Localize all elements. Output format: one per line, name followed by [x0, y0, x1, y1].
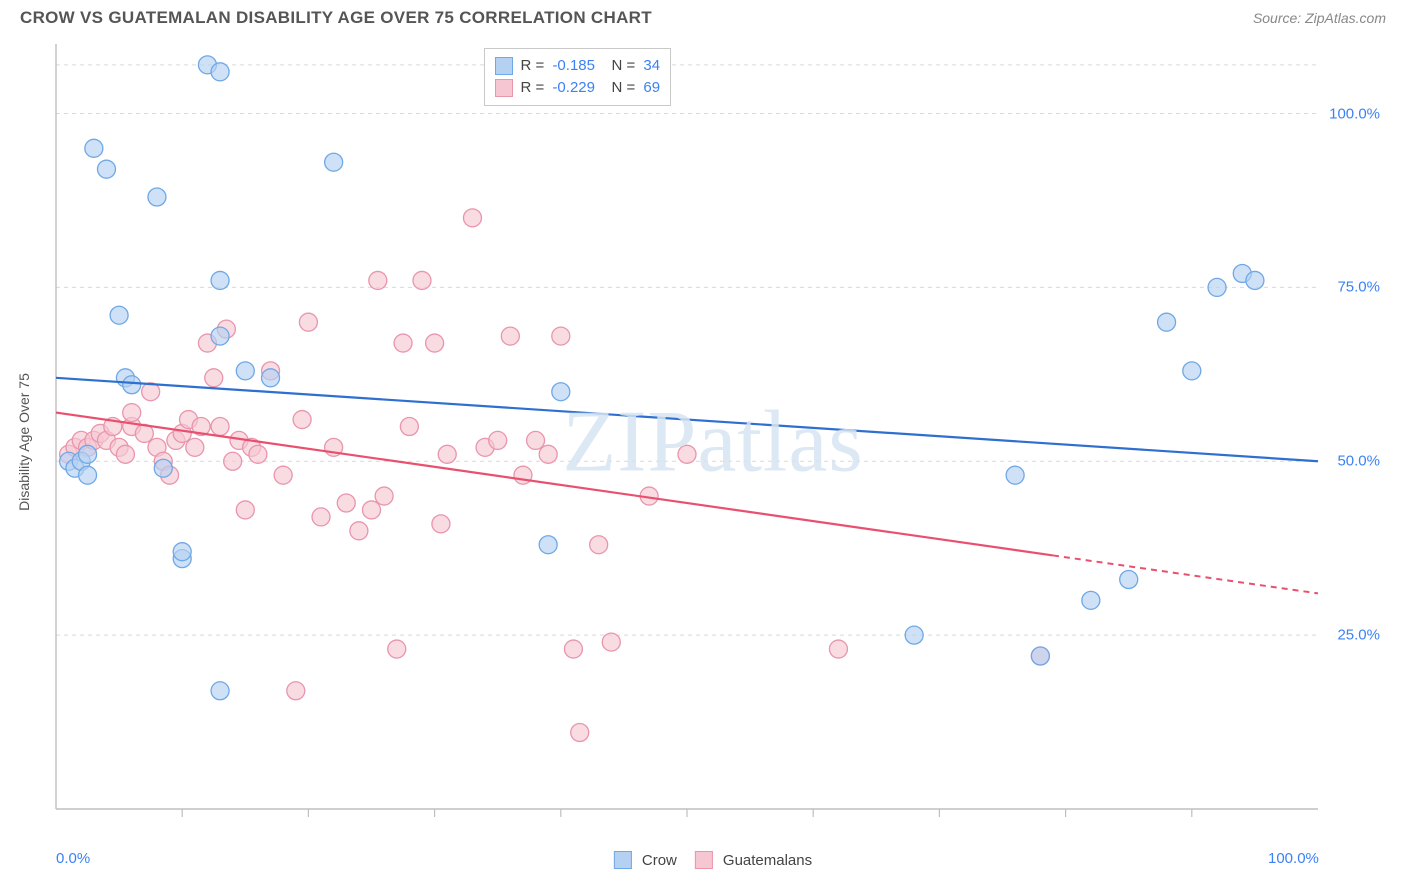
source-label: Source: ZipAtlas.com — [1253, 10, 1386, 26]
y-axis-label: Disability Age Over 75 — [16, 373, 32, 511]
correlation-stats-box: R = -0.185 N = 34R = -0.229 N = 69 — [484, 48, 672, 106]
y-tick-label: 75.0% — [1337, 279, 1380, 296]
x-tick-label: 100.0% — [1268, 850, 1319, 867]
y-tick-label: 25.0% — [1337, 627, 1380, 644]
chart-container: Disability Age Over 75 ZIPatlas R = -0.1… — [38, 44, 1388, 839]
legend-item: Guatemalans — [695, 851, 812, 869]
legend-item: Crow — [614, 851, 677, 869]
y-tick-label: 50.0% — [1337, 453, 1380, 470]
y-tick-label: 100.0% — [1329, 105, 1380, 122]
n-value: 34 — [643, 55, 660, 77]
legend: Crow Guatemalans — [614, 851, 812, 869]
series-swatch — [495, 57, 513, 75]
scatter-plot — [38, 44, 1388, 839]
stats-row: R = -0.185 N = 34 — [495, 55, 661, 77]
x-tick-label: 0.0% — [56, 850, 90, 867]
r-value: -0.185 — [552, 55, 595, 77]
chart-title: CROW VS GUATEMALAN DISABILITY AGE OVER 7… — [20, 8, 652, 28]
r-label: R = — [521, 77, 549, 99]
r-value: -0.229 — [552, 77, 595, 99]
stats-row: R = -0.229 N = 69 — [495, 77, 661, 99]
legend-label: Guatemalans — [723, 852, 812, 869]
legend-label: Crow — [642, 852, 677, 869]
r-label: R = — [521, 55, 549, 77]
series-swatch — [495, 79, 513, 97]
n-label: N = — [599, 55, 639, 77]
legend-swatch — [614, 851, 632, 869]
n-label: N = — [599, 77, 639, 99]
legend-swatch — [695, 851, 713, 869]
n-value: 69 — [643, 77, 660, 99]
